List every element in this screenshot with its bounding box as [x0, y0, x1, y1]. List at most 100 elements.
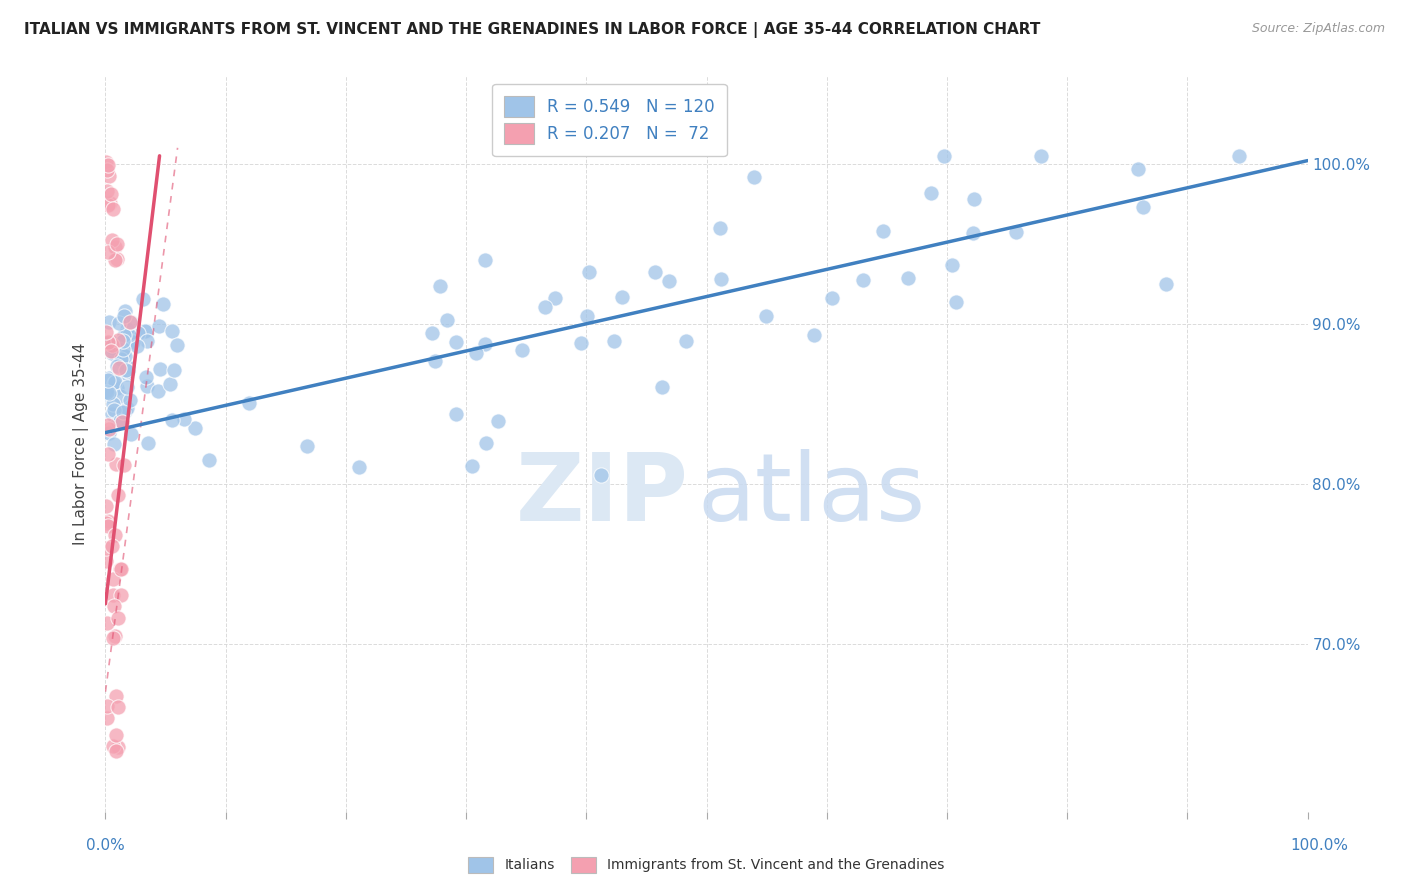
- Point: [107, 316, 129, 330]
- Point: [103, 335, 125, 350]
- Point: [122, 334, 145, 349]
- Point: [420, 326, 443, 340]
- Point: [97, 169, 120, 183]
- Point: [474, 253, 496, 268]
- Point: [97, 388, 120, 402]
- Point: [852, 273, 875, 287]
- Point: [651, 380, 673, 394]
- Point: [127, 326, 149, 341]
- Point: [578, 265, 600, 279]
- Point: [146, 384, 169, 398]
- Point: [101, 202, 124, 216]
- Point: [173, 412, 195, 426]
- Point: [104, 240, 127, 254]
- Point: [115, 367, 138, 381]
- Point: [98, 195, 121, 210]
- Point: [425, 353, 447, 368]
- Point: [111, 334, 134, 348]
- Point: [104, 743, 127, 757]
- Point: [101, 346, 124, 360]
- Point: [120, 427, 142, 442]
- Point: [575, 309, 598, 323]
- Point: [134, 324, 156, 338]
- Point: [132, 292, 155, 306]
- Point: [821, 291, 844, 305]
- Point: [160, 413, 183, 427]
- Point: [96, 710, 118, 724]
- Point: [149, 362, 172, 376]
- Point: [962, 226, 984, 240]
- Point: [110, 414, 132, 428]
- Point: [115, 380, 138, 394]
- Point: [107, 611, 129, 625]
- Point: [103, 599, 125, 613]
- Point: [474, 337, 496, 351]
- Point: [589, 468, 612, 483]
- Point: [475, 435, 498, 450]
- Point: [97, 372, 120, 386]
- Point: [97, 418, 120, 433]
- Point: [110, 588, 132, 602]
- Point: [534, 300, 557, 314]
- Point: [709, 220, 731, 235]
- Point: [297, 439, 319, 453]
- Point: [96, 154, 118, 169]
- Point: [159, 376, 181, 391]
- Point: [120, 315, 142, 329]
- Point: [111, 415, 134, 429]
- Point: [96, 384, 118, 399]
- Point: [96, 162, 118, 177]
- Point: [100, 822, 122, 836]
- Text: ITALIAN VS IMMIGRANTS FROM ST. VINCENT AND THE GRENADINES IN LABOR FORCE | AGE 3: ITALIAN VS IMMIGRANTS FROM ST. VINCENT A…: [24, 22, 1040, 38]
- Point: [101, 631, 124, 645]
- Point: [103, 252, 125, 267]
- Point: [238, 396, 260, 410]
- Point: [104, 629, 127, 643]
- Point: [98, 386, 121, 401]
- Point: [96, 184, 118, 198]
- Point: [114, 349, 136, 363]
- Point: [136, 324, 159, 338]
- Point: [107, 700, 129, 714]
- Point: [107, 333, 129, 347]
- Point: [107, 488, 129, 502]
- Point: [114, 363, 136, 377]
- Point: [1128, 162, 1150, 177]
- Point: [602, 334, 624, 349]
- Point: [183, 421, 205, 435]
- Point: [1154, 277, 1177, 291]
- Point: [104, 375, 127, 389]
- Point: [1005, 225, 1028, 239]
- Text: atlas: atlas: [697, 450, 925, 541]
- Point: [742, 170, 765, 185]
- Point: [97, 447, 120, 461]
- Point: [94, 325, 117, 339]
- Point: [96, 541, 118, 555]
- Point: [872, 224, 894, 238]
- Point: [1132, 200, 1154, 214]
- Legend: Italians, Immigrants from St. Vincent and the Grenadines: Italians, Immigrants from St. Vincent an…: [463, 851, 950, 879]
- Point: [444, 335, 467, 350]
- Point: [461, 458, 484, 473]
- Point: [101, 338, 124, 352]
- Point: [103, 376, 125, 390]
- Point: [97, 335, 120, 350]
- Text: 0.0%: 0.0%: [86, 838, 125, 853]
- Point: [97, 422, 120, 436]
- Y-axis label: In Labor Force | Age 35-44: In Labor Force | Age 35-44: [73, 343, 90, 545]
- Point: [98, 837, 121, 851]
- Point: [105, 252, 128, 266]
- Point: [429, 279, 451, 293]
- Point: [118, 392, 141, 407]
- Point: [1029, 149, 1052, 163]
- Point: [114, 303, 136, 318]
- Point: [117, 327, 139, 342]
- Point: [101, 341, 124, 355]
- Point: [103, 437, 125, 451]
- Point: [96, 334, 118, 349]
- Point: [148, 319, 170, 334]
- Point: [349, 460, 371, 475]
- Point: [94, 516, 117, 531]
- Point: [103, 588, 125, 602]
- Point: [436, 313, 458, 327]
